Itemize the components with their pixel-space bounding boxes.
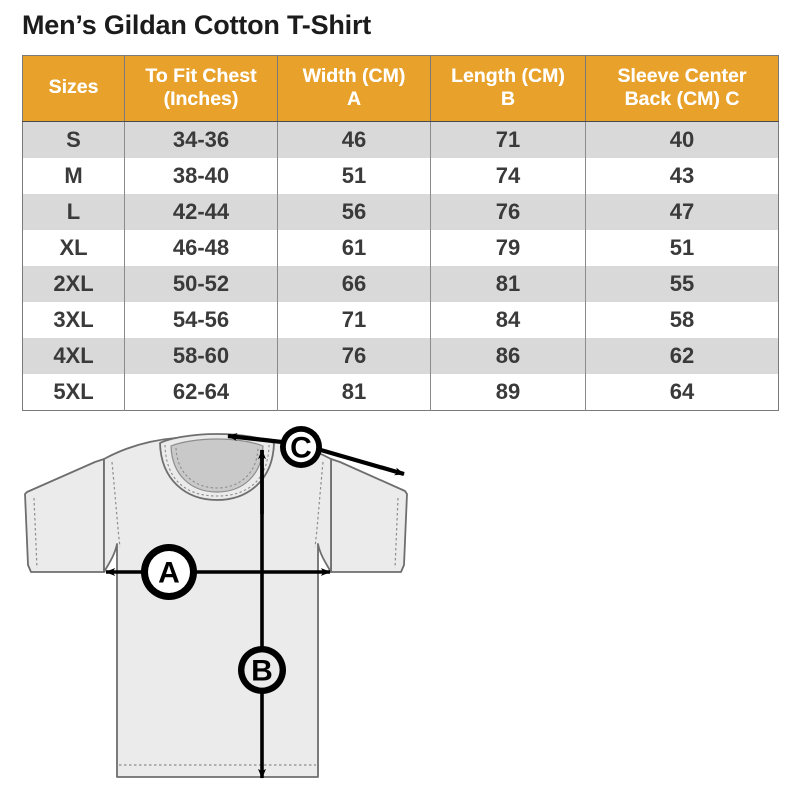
cell-size: M (22, 158, 125, 194)
cell-sleeve: 64 (585, 374, 779, 411)
cell-length: 76 (430, 194, 586, 230)
size-chart-table: Sizes To Fit Chest (Inches) Width (CM) A… (22, 55, 779, 411)
cell-size: 5XL (22, 374, 125, 411)
cell-length: 86 (430, 338, 586, 374)
cell-sleeve: 40 (585, 121, 779, 158)
table-body: S 34-36 46 71 40 M 38-40 51 74 43 L 42-4… (22, 121, 779, 411)
tshirt-measurement-diagram: C A B (0, 414, 800, 791)
cell-length: 84 (430, 302, 586, 338)
table-row: 4XL 58-60 76 86 62 (22, 338, 779, 374)
cell-length: 79 (430, 230, 586, 266)
cell-width: 56 (277, 194, 431, 230)
collar-stitch-inner (175, 447, 259, 489)
header-line: Width (CM) (302, 64, 406, 87)
header-line: Sizes (48, 76, 99, 98)
cell-sleeve: 58 (585, 302, 779, 338)
table-row: 2XL 50-52 66 81 55 (22, 266, 779, 302)
column-header-sizes: Sizes (22, 55, 125, 122)
table-row: XL 46-48 61 79 51 (22, 230, 779, 266)
marker-label-b: B (251, 655, 273, 688)
cell-sleeve: 51 (585, 230, 779, 266)
header-line: (Inches) (163, 87, 239, 110)
cell-size: 3XL (22, 302, 125, 338)
cell-width: 76 (277, 338, 431, 374)
table-row: S 34-36 46 71 40 (22, 121, 779, 158)
cell-length: 71 (430, 121, 586, 158)
page-title: Men’s Gildan Cotton T-Shirt (22, 10, 372, 40)
header-line: A (346, 87, 362, 110)
cell-sleeve: 62 (585, 338, 779, 374)
marker-label-a: A (158, 557, 180, 590)
table-row: L 42-44 56 76 47 (22, 194, 779, 230)
cell-chest: 34-36 (124, 121, 278, 158)
table-row: 5XL 62-64 81 89 64 (22, 374, 779, 411)
cell-size: L (22, 194, 125, 230)
header-line: Back (CM) C (624, 87, 740, 110)
left-sleeve-hem-stitch (33, 497, 38, 569)
cell-size: 2XL (22, 266, 125, 302)
cell-sleeve: 43 (585, 158, 779, 194)
marker-badge-b: B (238, 646, 286, 694)
column-header-sleeve-center-back: Sleeve Center Back (CM) C (585, 55, 779, 122)
column-header-length: Length (CM) B (430, 55, 586, 122)
cell-length: 74 (430, 158, 586, 194)
tshirt-body (103, 437, 332, 778)
left-armhole-stitch (111, 461, 121, 548)
right-armhole-stitch (314, 461, 324, 548)
cell-length: 81 (430, 266, 586, 302)
left-sleeve (24, 458, 105, 573)
column-header-width: Width (CM) A (277, 55, 431, 122)
cell-chest: 42-44 (124, 194, 278, 230)
cell-chest: 58-60 (124, 338, 278, 374)
table-row: M 38-40 51 74 43 (22, 158, 779, 194)
size-chart-container: Sizes To Fit Chest (Inches) Width (CM) A… (22, 55, 779, 411)
cell-size: XL (22, 230, 125, 266)
cell-chest: 46-48 (124, 230, 278, 266)
header-line: B (500, 87, 516, 110)
cell-width: 66 (277, 266, 431, 302)
marker-badge-c: C (280, 426, 322, 468)
cell-size: 4XL (22, 338, 125, 374)
header-line: To Fit Chest (145, 64, 257, 87)
cell-chest: 54-56 (124, 302, 278, 338)
cell-width: 51 (277, 158, 431, 194)
marker-label-c: C (290, 432, 312, 465)
marker-badge-a: A (141, 544, 197, 600)
cell-sleeve: 55 (585, 266, 779, 302)
header-line: Length (CM) (451, 64, 565, 87)
cell-chest: 38-40 (124, 158, 278, 194)
cell-chest: 62-64 (124, 374, 278, 411)
table-header-row: Sizes To Fit Chest (Inches) Width (CM) A… (22, 55, 779, 122)
column-header-to-fit-chest: To Fit Chest (Inches) (124, 55, 278, 122)
table-row: 3XL 54-56 71 84 58 (22, 302, 779, 338)
right-sleeve (330, 458, 408, 573)
header-line: Sleeve Center (617, 64, 747, 87)
cell-width: 71 (277, 302, 431, 338)
right-sleeve-hem-stitch (394, 497, 399, 569)
cell-sleeve: 47 (585, 194, 779, 230)
collar-opening (170, 438, 264, 493)
cell-length: 89 (430, 374, 586, 411)
cell-size: S (22, 121, 125, 158)
cell-width: 61 (277, 230, 431, 266)
cell-chest: 50-52 (124, 266, 278, 302)
tshirt-shape (24, 433, 408, 778)
cell-width: 81 (277, 374, 431, 411)
table-header: Sizes To Fit Chest (Inches) Width (CM) A… (22, 55, 779, 122)
cell-width: 46 (277, 121, 431, 158)
